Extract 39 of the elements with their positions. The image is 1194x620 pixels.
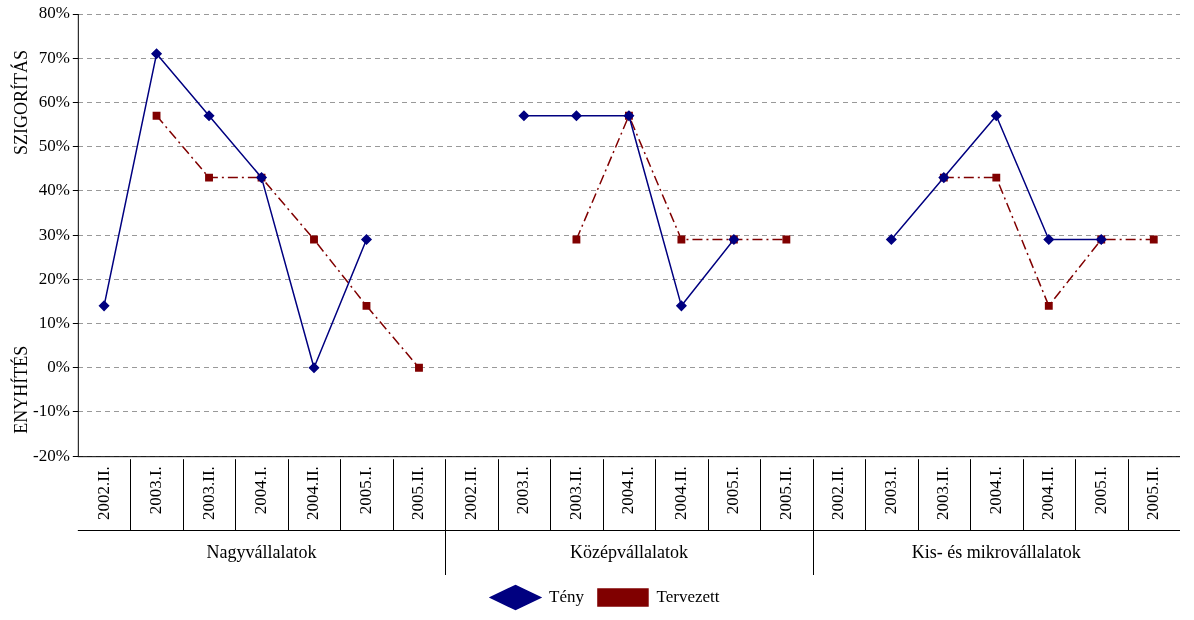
x-tick-label: 2005.II. [1143, 466, 1163, 521]
y-tick-label: 10% [38, 312, 70, 332]
x-tick-label: 2003.II. [565, 466, 585, 521]
x-tick-label: 2005.I. [723, 466, 743, 515]
y-tick-label: -10% [32, 401, 70, 421]
x-tick-label: 2004.I. [985, 466, 1005, 515]
x-tick-label: 2004.I. [618, 466, 638, 515]
text: Középvállalatok [569, 541, 688, 562]
x-tick-label: 2005.II. [408, 466, 428, 521]
y-tick-label: 80% [38, 3, 70, 23]
y-tick-label: 60% [38, 91, 70, 111]
y-tick-label: 30% [38, 224, 70, 244]
x-tick-label: 2002.II. [460, 466, 480, 521]
x-tick-label: 2003.I. [146, 466, 166, 515]
x-tick-label: 2005.I. [1090, 466, 1110, 515]
x-tick-label: 2002.II. [93, 466, 113, 521]
y-tick-label: 50% [38, 136, 70, 156]
y-tick-label: 0% [47, 357, 70, 377]
y-tick-label: 40% [38, 180, 70, 200]
y-axis-title: SZIGORÍTÁS [9, 49, 31, 155]
x-tick-label: 2004.II. [1038, 466, 1058, 521]
legend-label: Tervezett [656, 586, 720, 606]
y-tick-label: -20% [32, 445, 70, 465]
y-tick-label: 70% [38, 47, 70, 67]
x-tick-label: 2004.I. [250, 466, 270, 515]
text: Kis- és mikrovállalatok [911, 541, 1081, 562]
x-tick-label: 2002.II. [828, 466, 848, 521]
x-tick-label: 2003.II. [933, 466, 953, 521]
legend-label: Tény [549, 586, 585, 606]
x-tick-label: 2003.I. [513, 466, 533, 515]
text: Nagyvállalatok [206, 541, 317, 562]
x-tick-label: 2004.II. [303, 466, 323, 521]
x-tick-label: 2003.I. [880, 466, 900, 515]
x-tick-label: 2003.II. [198, 466, 218, 521]
x-tick-label: 2005.II. [775, 466, 795, 521]
y-tick-label: 20% [38, 268, 70, 288]
x-tick-label: 2005.I. [355, 466, 375, 515]
x-tick-label: 2004.II. [670, 466, 690, 521]
text: ENYHÍTÉS [9, 345, 31, 434]
